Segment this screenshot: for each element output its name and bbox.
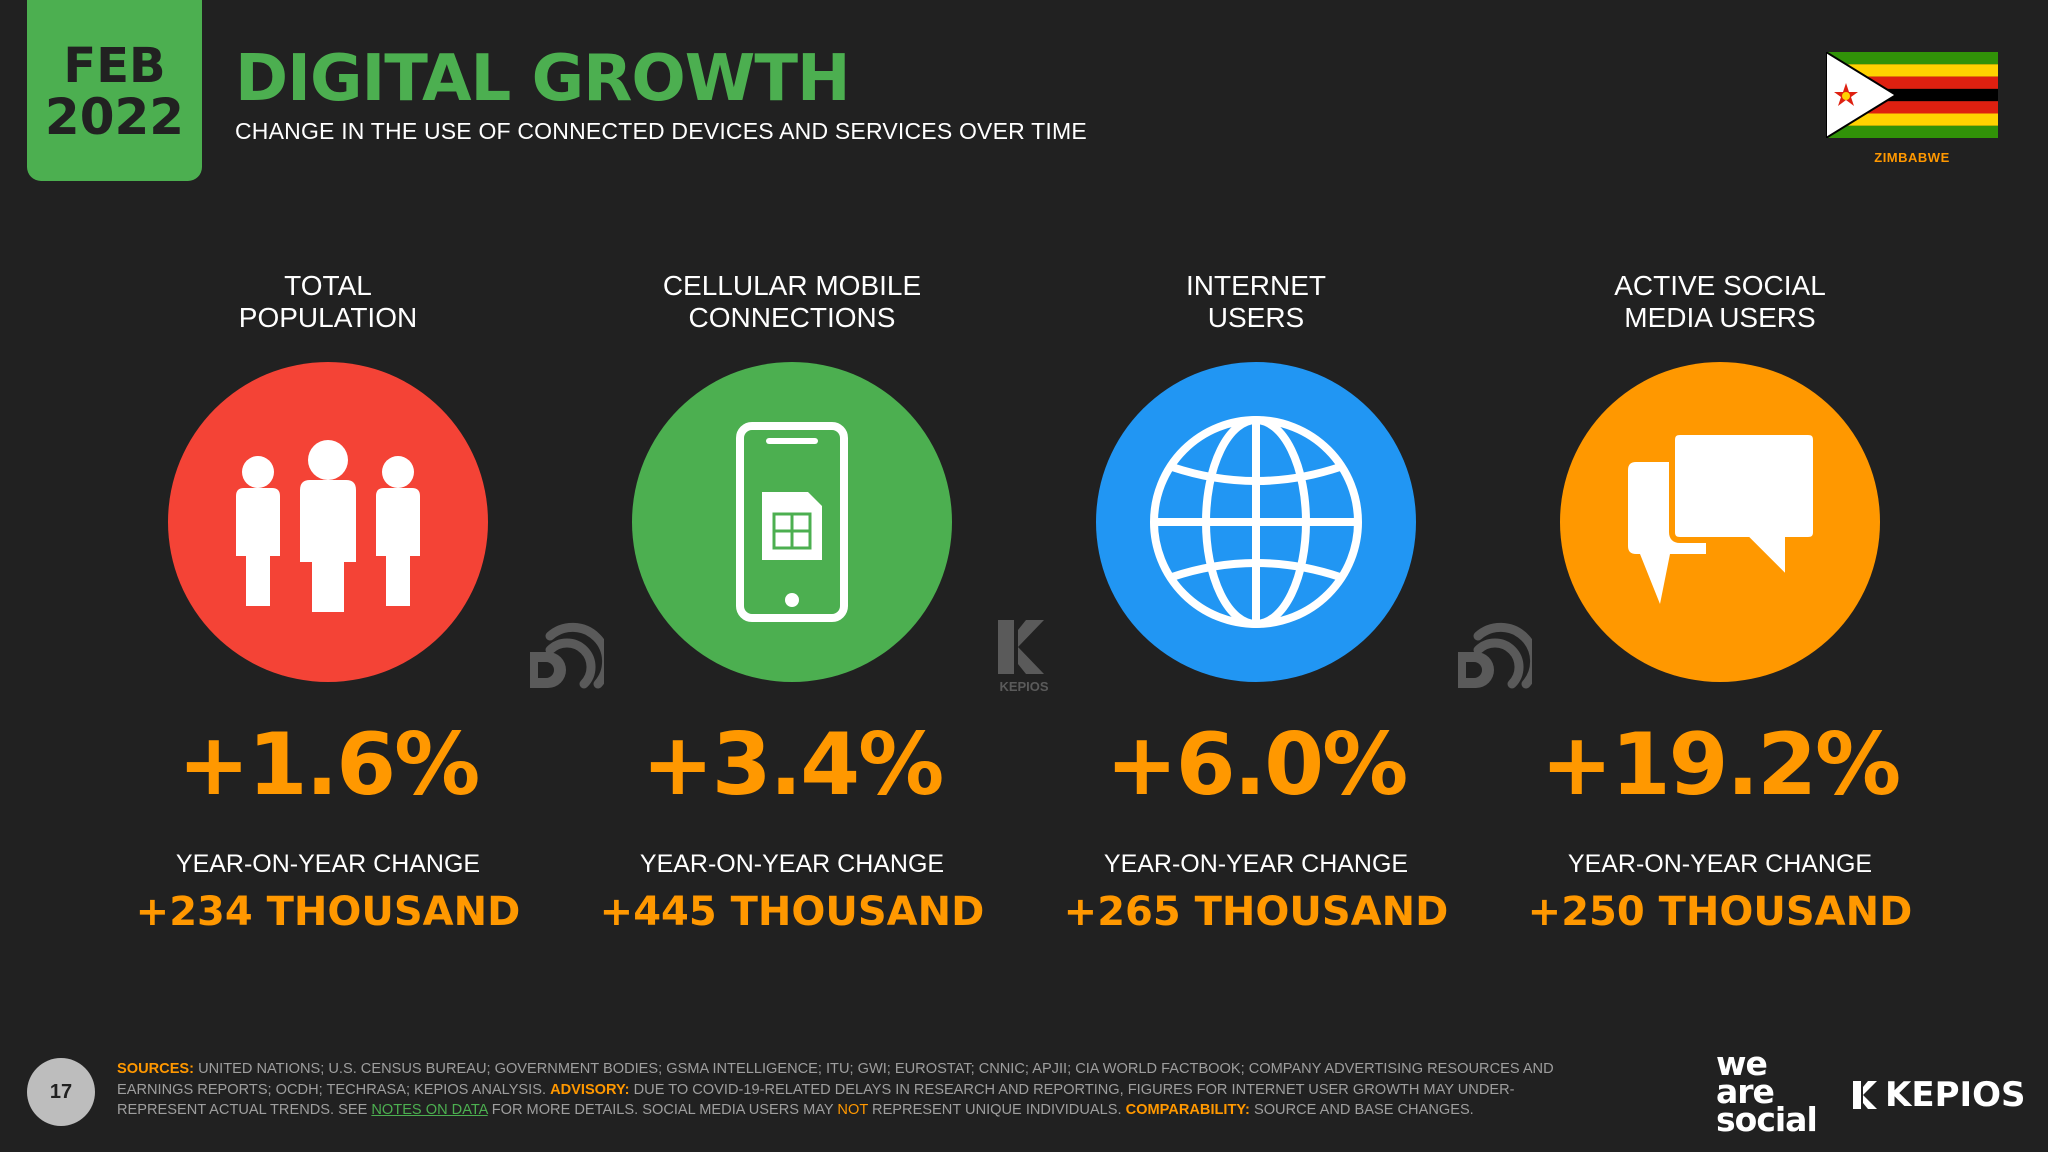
stat-label: TOTAL POPULATION — [98, 270, 558, 340]
stat-internet-users: INTERNET USERS +6.0% YEAR-ON-YEAR CHANGE… — [1026, 270, 1486, 935]
stat-change-absolute: +250 THOUSAND — [1527, 889, 1913, 935]
sources-text: SOURCES: UNITED NATIONS; U.S. CENSUS BUR… — [117, 1059, 1557, 1121]
kepios-connector-label: KEPIOS — [999, 679, 1049, 694]
sources-body: UNITED NATIONS; U.S. CENSUS BUREAU; GOVE… — [117, 1061, 1554, 1098]
stat-label-line1: CELLULAR MOBILE — [662, 270, 922, 301]
comparability-label: COMPARABILITY: — [1125, 1102, 1250, 1118]
stat-label-line1: TOTAL — [284, 270, 372, 301]
stat-label: CELLULAR MOBILE CONNECTIONS — [562, 270, 1022, 340]
kepios-logo: KEPIOS — [1852, 1075, 2026, 1115]
page-subtitle: CHANGE IN THE USE OF CONNECTED DEVICES A… — [235, 118, 1087, 144]
page-title: DIGITAL GROWTH — [235, 42, 851, 116]
logo-are: are — [1716, 1072, 1775, 1111]
stat-total-population: TOTAL POPULATION +1.6% YEAR-ON-YEAR CHAN… — [98, 270, 558, 935]
we-are-social-logo: we are social — [1716, 1044, 1818, 1139]
stat-yoy-label: YEAR-ON-YEAR CHANGE — [1567, 850, 1873, 878]
stat-cellular-connections: CELLULAR MOBILE CONNECTIONS +3.4% YEAR-O… — [562, 270, 1022, 935]
stat-yoy-label: YEAR-ON-YEAR CHANGE — [1103, 850, 1409, 878]
mobile-phone-icon — [632, 362, 952, 682]
stat-label: INTERNET USERS — [1026, 270, 1486, 340]
stat-label: ACTIVE SOCIAL MEDIA USERS — [1490, 270, 1950, 340]
page-number: 17 — [27, 1058, 95, 1126]
stat-label-line1: ACTIVE SOCIAL — [1614, 270, 1826, 301]
logo-we: we — [1716, 1044, 1768, 1083]
comparability-body: SOURCE AND BASE CHANGES. — [1253, 1102, 1474, 1118]
sources-label: SOURCES: — [117, 1061, 195, 1077]
not-highlight: NOT — [837, 1102, 868, 1118]
stat-change-percent: +6.0% — [1105, 715, 1409, 815]
logo-social: social — [1716, 1100, 1818, 1139]
stat-change-absolute: +234 THOUSAND — [135, 889, 521, 935]
date-badge: FEB 2022 — [27, 0, 202, 181]
stat-label-line2: CONNECTIONS — [688, 302, 896, 333]
notes-on-data-link[interactable]: NOTES ON DATA — [371, 1102, 488, 1118]
stat-change-percent: +19.2% — [1540, 715, 1901, 815]
globe-icon — [1096, 362, 1416, 682]
kepios-logo-text: KEPIOS — [1885, 1075, 2026, 1115]
date-month: FEB — [63, 38, 166, 95]
datareportal-connector-icon — [1456, 614, 1540, 695]
advisory-label: ADVISORY: — [550, 1081, 630, 1098]
date-year: 2022 — [44, 88, 185, 147]
stat-change-percent: +3.4% — [641, 715, 945, 815]
stat-label-line2: MEDIA USERS — [1624, 302, 1816, 333]
chat-bubbles-icon — [1560, 362, 1880, 682]
kepios-connector-icon: KEPIOS — [996, 618, 1052, 694]
stat-yoy-label: YEAR-ON-YEAR CHANGE — [639, 850, 945, 878]
advisory-body-3: REPRESENT UNIQUE INDIVIDUALS. — [872, 1102, 1122, 1118]
people-icon — [168, 362, 488, 682]
stat-label-line1: INTERNET — [1186, 270, 1326, 301]
advisory-body: DUE TO COVID-19-RELATED DELAYS IN RESEAR… — [117, 1081, 1515, 1119]
zimbabwe-flag-icon — [1825, 50, 1998, 168]
stat-label-line2: USERS — [1207, 302, 1305, 333]
stat-change-absolute: +265 THOUSAND — [1063, 889, 1449, 935]
stat-label-line2: POPULATION — [238, 302, 418, 333]
stat-change-percent: +1.6% — [177, 715, 481, 815]
stat-yoy-label: YEAR-ON-YEAR CHANGE — [175, 850, 481, 878]
stat-social-media-users: ACTIVE SOCIAL MEDIA USERS +19.2% YEAR-ON… — [1490, 270, 1950, 935]
country-label: ZIMBABWE — [1874, 150, 1950, 165]
kepios-mark-icon — [1853, 1081, 1877, 1109]
advisory-body-2: FOR MORE DETAILS. SOCIAL MEDIA USERS MAY — [491, 1102, 834, 1118]
datareportal-connector-icon — [528, 614, 612, 695]
stat-change-absolute: +445 THOUSAND — [599, 889, 985, 935]
